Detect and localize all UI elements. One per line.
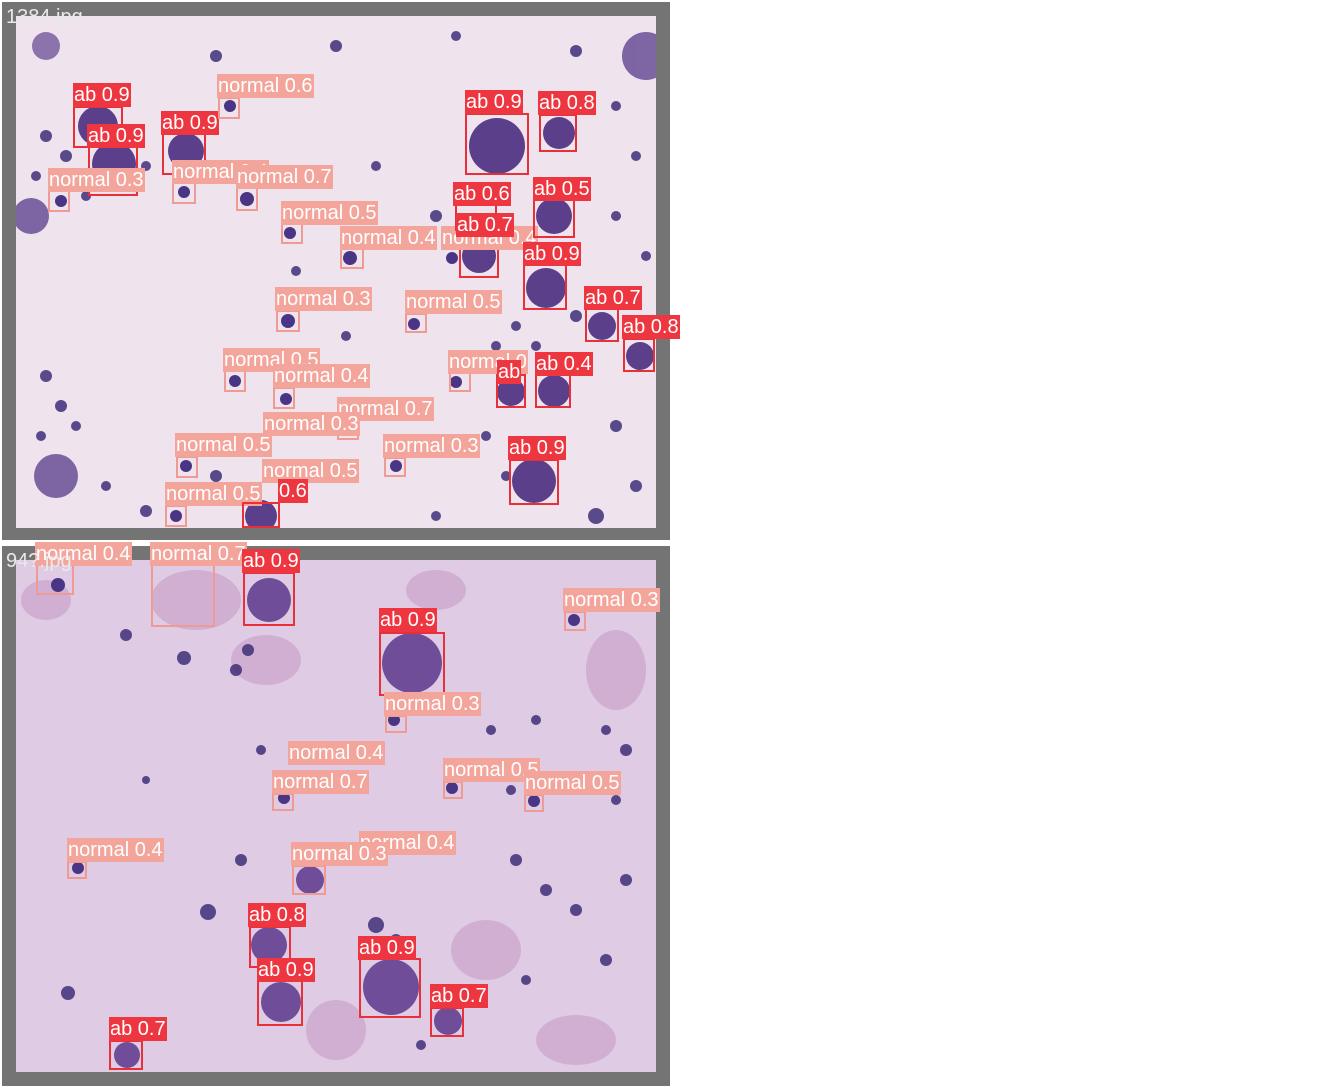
detection-box (465, 113, 529, 175)
detection-label: normal 0.5 (175, 433, 272, 457)
detection-box (276, 310, 300, 332)
detection-label: ab 0.8 (248, 903, 306, 927)
detection-label: ab 0.8 (538, 91, 596, 115)
detection-box (67, 861, 87, 879)
detection-label: ab 0.9 (508, 436, 566, 460)
filename-label: 94?.jpg (6, 550, 72, 572)
detection-box (218, 97, 240, 119)
detection-label: ab 0.9 (73, 83, 131, 107)
detection-label: 0.6 (278, 479, 308, 503)
detection-label: ab 0.7 (584, 286, 642, 310)
detection-box (385, 715, 407, 733)
image-panel-bottom: 94?.jpg (2, 546, 670, 1086)
detection-label: ab 0.8 (622, 315, 680, 339)
detection-box (539, 114, 577, 152)
detection-box (623, 338, 655, 372)
detection-label: normal 0.3 (263, 412, 360, 436)
detection-box (405, 313, 427, 333)
detection-box (524, 794, 544, 812)
detection-box (443, 781, 463, 799)
detection-label: normal 0.3 (48, 168, 145, 192)
detection-label: ab 0.7 (109, 1017, 167, 1041)
detection-label: ab 0.9 (161, 111, 219, 135)
detection-box (509, 459, 559, 505)
detection-label: ab 0.9 (465, 90, 523, 114)
detection-box (151, 563, 215, 627)
detection-label: normal 0.4 (273, 364, 370, 388)
detection-label: ab 0.6 (453, 182, 511, 206)
detection-label: ab 0.7 (456, 213, 514, 237)
detection-label: normal 0.3 (563, 588, 660, 612)
detection-label: normal 0.3 (384, 692, 481, 716)
detection-box (242, 502, 280, 528)
detection-box (176, 456, 198, 478)
detection-label: ab 0.9 (242, 549, 300, 573)
detection-label: ab (497, 360, 522, 384)
detection-label: ab 0.9 (358, 936, 416, 960)
detection-label: normal 0.5 (443, 758, 540, 782)
detection-label: normal 0.7 (272, 770, 369, 794)
detection-label: ab 0.4 (535, 352, 593, 376)
detection-box (165, 505, 187, 527)
detection-box (109, 1040, 143, 1070)
detection-box (384, 457, 406, 477)
micrograph-bottom (16, 560, 656, 1072)
detection-box (243, 572, 295, 626)
detection-label: normal 0.5 (281, 201, 378, 225)
detection-label: ab 0.9 (257, 958, 315, 982)
filename-label: 1384.jpg (6, 6, 83, 28)
detection-label: ab 0.5 (533, 177, 591, 201)
detection-label: ab 0.9 (379, 608, 437, 632)
detection-label: normal 0.5 (405, 290, 502, 314)
detection-box (272, 793, 294, 811)
detection-box (430, 1007, 464, 1037)
detection-label: normal 0.3 (383, 434, 480, 458)
detection-label: normal 0.4 (288, 741, 385, 765)
detection-box (257, 980, 303, 1026)
detection-label: normal 0.4 (67, 838, 164, 862)
detection-box (564, 611, 586, 631)
detection-label: normal 0.5 (165, 482, 262, 506)
detection-box (359, 958, 421, 1018)
detection-label: ab 0.7 (430, 984, 488, 1008)
detection-label: normal 0.5 (524, 771, 621, 795)
detection-box (292, 865, 326, 895)
detection-label: normal 0.3 (291, 842, 388, 866)
detection-box (273, 387, 295, 409)
detection-label: normal 0.3 (275, 287, 372, 311)
detection-label: normal 0.4 (340, 226, 437, 250)
detection-label: normal 0.7 (236, 165, 333, 189)
detection-label: ab 0.9 (87, 124, 145, 148)
detection-box (379, 632, 445, 696)
detection-label: normal 0.6 (217, 74, 314, 98)
detection-label: ab 0.9 (523, 242, 581, 266)
detection-label: normal 0.4 (35, 542, 132, 566)
detection-label: normal 0.7 (150, 542, 247, 566)
